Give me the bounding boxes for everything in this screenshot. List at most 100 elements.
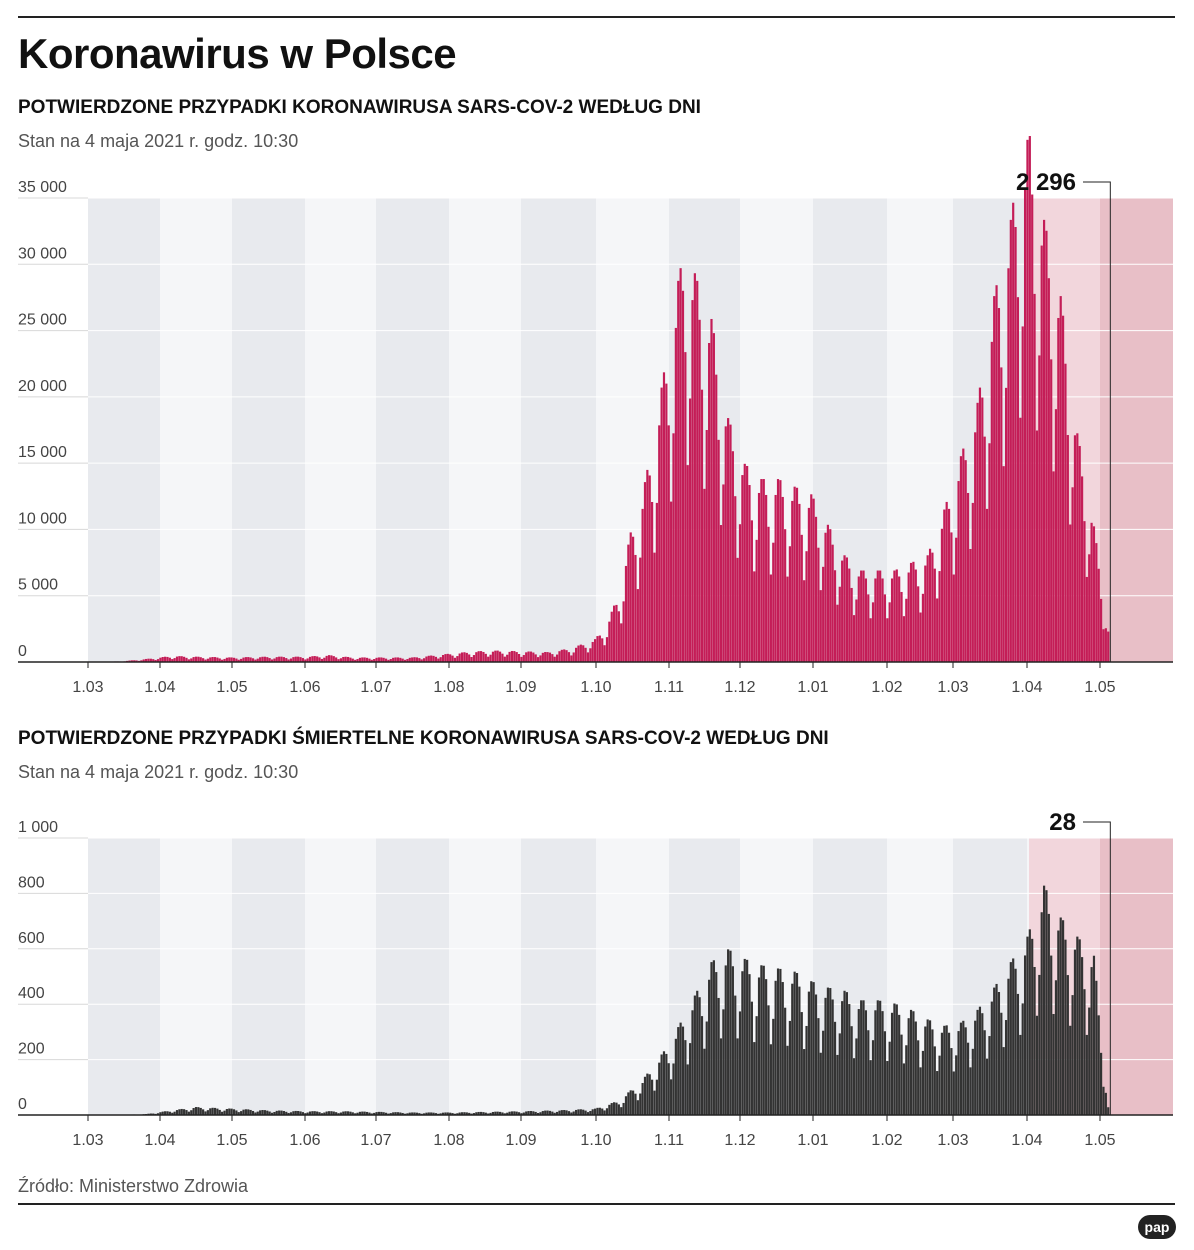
deaths-bar [306,1112,309,1115]
deaths-bar [489,1112,492,1115]
cases-bar [974,432,977,662]
cases-bar [289,658,293,662]
cases-bar [539,655,542,662]
cases-bar [498,651,502,662]
cases-bar [173,658,176,662]
deaths-bar [636,1100,639,1115]
cases-bar [249,657,252,662]
cases-bar [966,492,970,662]
cases-bar [365,657,369,662]
deaths-bar [589,1110,592,1115]
deaths-bar [860,1000,863,1115]
deaths-bar [627,1092,630,1115]
deaths-bar [237,1112,240,1115]
cases-bar [1085,576,1088,662]
cases-bar [871,602,875,662]
deaths-bar [375,1112,378,1115]
cases-bar [1014,227,1017,662]
deaths-bar [710,962,713,1115]
deaths-bar [501,1112,504,1115]
cases-bar [850,587,853,662]
deaths-bar [712,960,715,1115]
deaths-bar [632,1090,635,1115]
cases-bar [883,594,887,662]
deaths-bar [411,1112,414,1115]
deaths-bar [1088,1007,1091,1115]
cases-y-tick-label: 25 000 [18,312,67,329]
deaths-bar [316,1111,319,1115]
cases-bar [297,656,300,662]
cases-bar [166,656,169,662]
cases-bar [470,657,473,662]
cases-x-tick-label: 1.07 [360,679,391,696]
cases-bar [432,655,435,662]
cases-bar [572,652,575,662]
cases-bar [819,590,822,662]
cases-bar [639,557,642,662]
deaths-bar [209,1108,212,1115]
cases-bar [905,598,908,662]
cases-bar [976,402,979,662]
cases-bar [403,659,407,662]
cases-bar [648,475,651,662]
deaths-callout-label: 28 [1049,809,1076,836]
deaths-bar [936,1071,939,1115]
deaths-bar [1021,1003,1024,1115]
deaths-month-band [596,838,669,1115]
deaths-bar [451,1113,454,1115]
cases-bar [924,565,927,662]
cases-bar [406,659,409,662]
cases-bar [646,469,649,662]
deaths-y-tick-label: 0 [18,1096,27,1113]
deaths-month-band [232,838,305,1115]
cases-bar [643,482,647,662]
deaths-bar [1059,917,1062,1115]
deaths-bar [185,1110,188,1115]
cases-bar [651,501,654,662]
cases-bar [938,571,941,662]
deaths-bar [166,1111,169,1115]
cases-bar [275,657,278,662]
cases-bar [484,653,487,662]
cases-bar [1012,202,1015,662]
cases-bar [670,501,673,662]
deaths-bar [221,1111,224,1115]
deaths-bar [988,1036,991,1115]
cases-bar [536,657,540,662]
cases-bar [845,557,848,662]
cases-bar [577,645,580,662]
cases-bar [677,280,680,662]
deaths-bar [572,1111,575,1115]
cases-bar [1009,219,1012,662]
deaths-bar [413,1112,416,1115]
cases-callout-label: 2 296 [1016,169,1076,196]
cases-bar [610,611,613,662]
cases-bar [760,479,763,662]
cases-bar [983,436,986,662]
deaths-bar [349,1111,352,1115]
deaths-bar [879,1000,882,1115]
deaths-bar [202,1109,205,1115]
cases-bar [437,658,440,662]
deaths-bar [1069,1025,1072,1115]
cases-bar [156,659,160,662]
deaths-bar [691,1010,694,1115]
deaths-bar [750,1001,753,1115]
deaths-bar [311,1111,314,1115]
cases-bar [190,658,193,662]
cases-bar [415,657,419,662]
deaths-bar [907,1018,910,1115]
cases-bar [867,594,870,662]
cases-bar [919,612,922,662]
cases-bar [705,430,708,662]
cases-bar [829,529,832,662]
cases-bar [192,657,195,662]
cases-x-tick-label: 1.04 [1011,679,1042,696]
deaths-bar [909,1009,913,1115]
cases-bar [584,647,587,662]
deaths-bar [365,1111,369,1115]
deaths-bar [539,1112,542,1115]
cases-bar [567,652,571,662]
cases-bar [311,656,314,662]
cases-bar [194,656,198,662]
